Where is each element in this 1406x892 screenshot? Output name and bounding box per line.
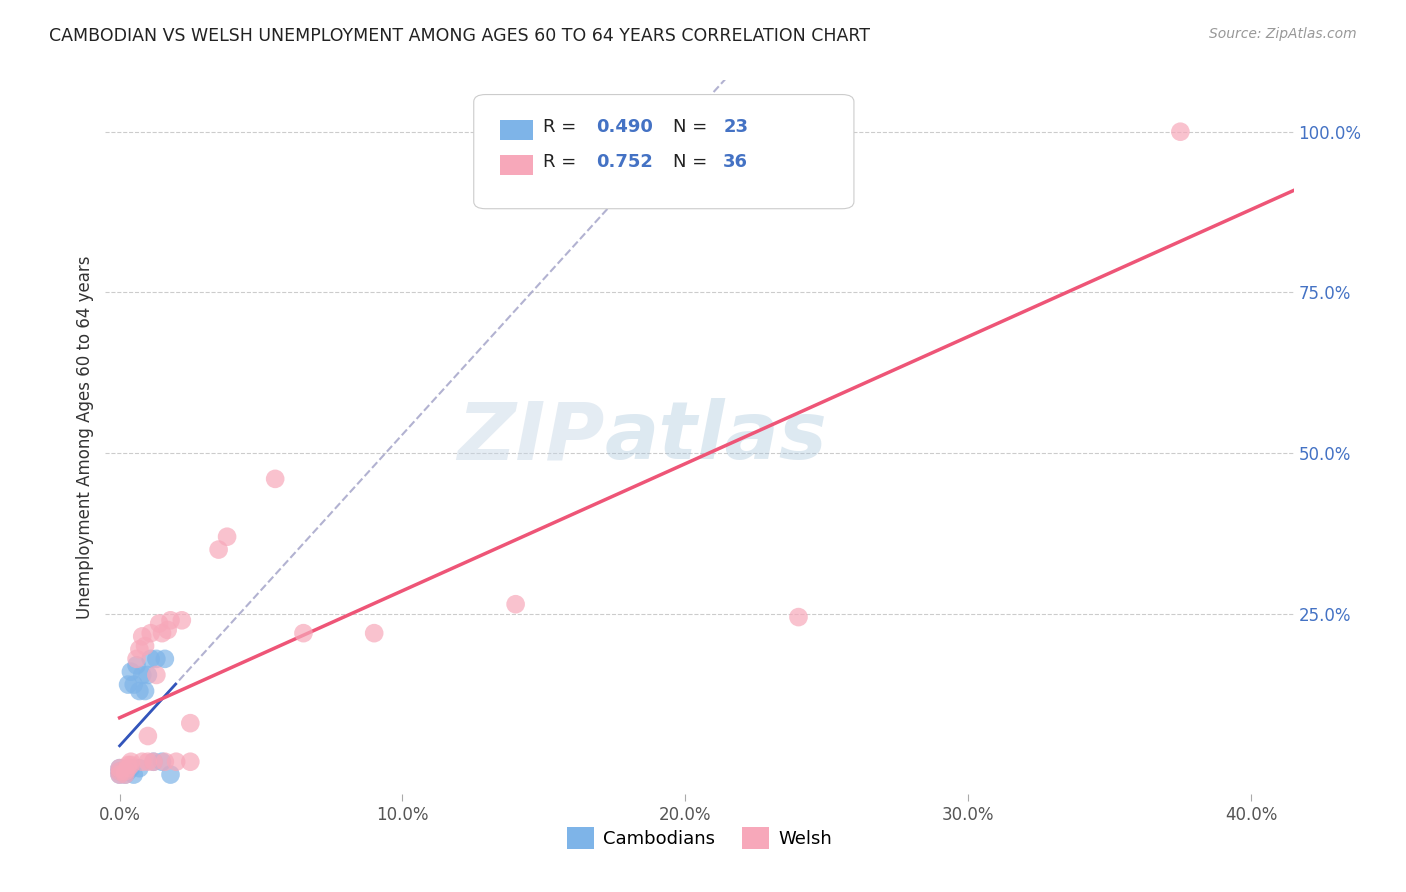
- Point: [145, 668, 167, 682]
- Point: [165, 755, 187, 769]
- Point: [787, 610, 810, 624]
- Point: [136, 668, 159, 682]
- Point: [120, 761, 142, 775]
- Point: [114, 767, 136, 781]
- Point: [156, 623, 179, 637]
- Point: [108, 761, 131, 775]
- Point: [136, 729, 159, 743]
- Point: [264, 472, 287, 486]
- Text: 0.490: 0.490: [596, 118, 652, 136]
- Text: 36: 36: [723, 153, 748, 171]
- Point: [114, 767, 136, 781]
- Point: [131, 668, 153, 682]
- Point: [117, 764, 139, 779]
- Point: [114, 764, 136, 779]
- Point: [117, 677, 139, 691]
- Point: [134, 684, 156, 698]
- Point: [120, 758, 142, 772]
- Point: [128, 642, 150, 657]
- Point: [117, 761, 139, 775]
- Point: [136, 755, 159, 769]
- Point: [142, 755, 165, 769]
- Point: [217, 530, 239, 544]
- Text: N =: N =: [673, 118, 713, 136]
- Point: [120, 755, 142, 769]
- Point: [128, 684, 150, 698]
- Y-axis label: Unemployment Among Ages 60 to 64 years: Unemployment Among Ages 60 to 64 years: [76, 255, 94, 619]
- Point: [292, 626, 315, 640]
- Point: [150, 626, 173, 640]
- Point: [153, 652, 176, 666]
- Point: [108, 761, 131, 775]
- Point: [114, 764, 136, 779]
- Point: [108, 767, 131, 781]
- Text: R =: R =: [543, 118, 582, 136]
- FancyBboxPatch shape: [501, 155, 533, 175]
- Point: [131, 755, 153, 769]
- Point: [125, 652, 148, 666]
- Point: [159, 613, 181, 627]
- Point: [142, 755, 165, 769]
- Text: 0.752: 0.752: [596, 153, 652, 171]
- Text: CAMBODIAN VS WELSH UNEMPLOYMENT AMONG AGES 60 TO 64 YEARS CORRELATION CHART: CAMBODIAN VS WELSH UNEMPLOYMENT AMONG AG…: [49, 27, 870, 45]
- Point: [145, 652, 167, 666]
- Point: [117, 758, 139, 772]
- Text: Source: ZipAtlas.com: Source: ZipAtlas.com: [1209, 27, 1357, 41]
- Point: [505, 597, 527, 611]
- Point: [128, 761, 150, 775]
- FancyBboxPatch shape: [474, 95, 853, 209]
- Text: N =: N =: [673, 153, 713, 171]
- Point: [108, 764, 131, 779]
- Point: [139, 626, 162, 640]
- Point: [179, 755, 201, 769]
- Text: atlas: atlas: [605, 398, 827, 476]
- Legend: Cambodians, Welsh: Cambodians, Welsh: [560, 820, 839, 856]
- Text: R =: R =: [543, 153, 582, 171]
- Point: [153, 755, 176, 769]
- Text: 23: 23: [723, 118, 748, 136]
- Point: [150, 755, 173, 769]
- Point: [207, 542, 229, 557]
- Point: [170, 613, 193, 627]
- Point: [120, 665, 142, 679]
- FancyBboxPatch shape: [501, 120, 533, 139]
- Point: [125, 658, 148, 673]
- Point: [134, 639, 156, 653]
- Point: [122, 677, 145, 691]
- Point: [159, 767, 181, 781]
- Point: [108, 767, 131, 781]
- Point: [108, 764, 131, 779]
- Point: [131, 629, 153, 643]
- Point: [363, 626, 385, 640]
- Point: [122, 767, 145, 781]
- Point: [148, 616, 170, 631]
- Point: [139, 652, 162, 666]
- Point: [179, 716, 201, 731]
- Point: [1170, 125, 1192, 139]
- Text: ZIP: ZIP: [457, 398, 605, 476]
